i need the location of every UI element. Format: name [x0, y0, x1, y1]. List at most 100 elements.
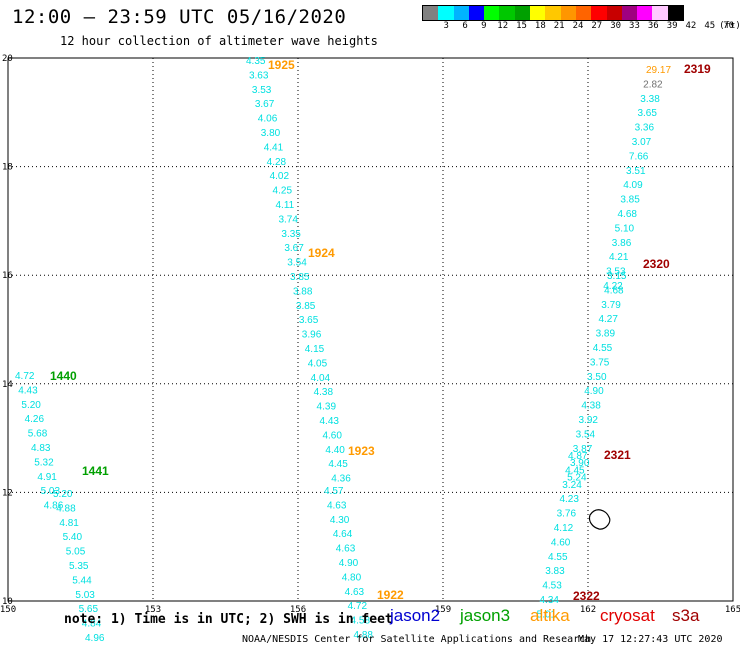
- wave-height-value: 4.55: [548, 552, 568, 563]
- color-scale-tick: 18: [534, 21, 546, 31]
- wave-height-value: 4.83: [31, 443, 51, 454]
- island-outline: [588, 509, 611, 530]
- color-swatch: [530, 6, 546, 20]
- color-scale-bar: [422, 5, 685, 21]
- wave-height-value: 3.36: [635, 123, 655, 134]
- wave-height-value: 3.65: [637, 108, 657, 119]
- wave-height-value: 5.68: [28, 429, 48, 440]
- page-title: 12:00 – 23:59 UTC 05/16/2020: [12, 6, 347, 28]
- wave-height-value: 4.63: [336, 544, 356, 555]
- color-scale-tick: 3: [443, 21, 449, 31]
- color-scale-tick: 70: [723, 21, 734, 31]
- wave-height-value: 3.53: [252, 85, 272, 96]
- wave-height-value: 4.63: [345, 587, 365, 598]
- wave-height-value: 3.86: [612, 238, 632, 249]
- wave-height-value: 5.01: [537, 609, 557, 620]
- wave-height-value: 3.85: [290, 272, 310, 283]
- pass-time-label: 1441: [82, 464, 109, 478]
- color-scale-tick: 6: [462, 21, 468, 31]
- wave-height-value: 4.57: [324, 486, 344, 497]
- footer-note: note: 1) Time is in UTC; 2) SWH is in fe…: [64, 612, 393, 627]
- color-scale-tick: 42: [685, 21, 697, 31]
- wave-height-value: 4.72: [15, 371, 35, 382]
- lat-tick-label: 14: [2, 380, 13, 390]
- pass-time-label: 2322: [573, 589, 600, 603]
- satellite-name-jason3: jason3: [460, 606, 511, 625]
- credit-line: NOAA/NESDIS Center for Satellite Applica…: [242, 634, 592, 645]
- wave-height-value: 3.87: [573, 444, 593, 455]
- wave-height-value: 4.88: [56, 503, 76, 514]
- lat-tick-label: 10: [2, 597, 13, 607]
- wave-height-value: 4.36: [331, 474, 351, 485]
- lon-tick-label: 150: [0, 605, 16, 615]
- wave-height-value: 5.32: [34, 457, 54, 468]
- wave-height-value: 4.91: [37, 472, 57, 483]
- wave-height-value: 4.80: [342, 572, 362, 583]
- wave-height-value: 29.17: [646, 65, 671, 76]
- wave-height-value: 3.85: [620, 195, 640, 206]
- wave-height-value: 3.54: [287, 258, 307, 269]
- wave-height-value: 3.07: [632, 137, 652, 148]
- color-swatch: [606, 6, 622, 20]
- wave-height-value: 4.88: [354, 630, 374, 641]
- wave-height-value: 5.40: [63, 532, 83, 543]
- wave-height-value: 5.20: [21, 400, 41, 411]
- color-swatch: [499, 6, 515, 20]
- wave-height-value: 4.60: [322, 430, 342, 441]
- satellite-name-cryosat: cryosat: [600, 606, 655, 625]
- wave-height-value: 3.96: [302, 330, 322, 341]
- wave-height-value: 4.02: [270, 171, 290, 182]
- color-swatch: [652, 6, 668, 20]
- color-scale-tick: 36: [647, 21, 659, 31]
- wave-height-value: 4.81: [59, 518, 79, 529]
- wave-height-value: 3.51: [626, 166, 646, 177]
- wave-height-value: 4.35: [246, 56, 266, 67]
- color-scale-tick: 15: [516, 21, 527, 31]
- wave-height-value: 3.65: [299, 315, 319, 326]
- grid-lines: [7, 57, 734, 602]
- color-scale-tick: 33: [629, 21, 640, 31]
- wave-height-value: 4.12: [554, 523, 574, 534]
- wave-height-value: 4.26: [25, 414, 45, 425]
- color-scale-tick: 21: [553, 21, 565, 31]
- wave-height-value: 4.15: [305, 344, 325, 355]
- pass-time-label: 1925: [268, 58, 295, 72]
- wave-height-value: 4.21: [609, 252, 629, 263]
- wave-height-value: 4.45: [328, 459, 348, 470]
- color-scale-tick: 39: [666, 21, 678, 31]
- color-swatch: [545, 6, 561, 20]
- wave-height-value: 4.45: [565, 465, 585, 476]
- wave-height-value: 3.24: [562, 480, 582, 491]
- wave-height-value: 4.30: [330, 515, 350, 526]
- wave-height-value: 5.05: [66, 547, 86, 558]
- wave-height-value: 4.64: [333, 529, 353, 540]
- lon-tick-label: 162: [580, 605, 596, 615]
- color-scale-tick: 45: [704, 21, 716, 31]
- pass-time-label: 1924: [308, 246, 335, 260]
- wave-height-value: 5.20: [53, 489, 73, 500]
- wave-height-value: 4.58: [351, 616, 371, 627]
- color-scale-tick: 30: [610, 21, 622, 31]
- color-scale-unit: (ft): [719, 21, 740, 31]
- wave-height-value: 3.80: [261, 128, 281, 139]
- wave-height-value: 3.63: [249, 70, 269, 81]
- wave-height-value: 3.74: [278, 214, 298, 225]
- lat-tick-label: 18: [2, 163, 13, 173]
- wave-height-value: 4.27: [598, 314, 618, 325]
- wave-height-value: 5.65: [79, 604, 99, 615]
- wave-height-value: 4.39: [317, 402, 337, 413]
- wave-height-value: 4.04: [311, 373, 331, 384]
- wave-height-value: 5.24: [567, 473, 587, 484]
- wave-height-value: 2.82: [643, 79, 663, 90]
- wave-height-value: 4.43: [320, 416, 340, 427]
- wave-height-value: 4.38: [581, 401, 601, 412]
- pass-time-label: 1922: [377, 588, 404, 602]
- wave-height-value: 3.15: [607, 271, 627, 282]
- axis-labels: 150 153 156 159 162 165 10 12 14 16 18 20: [0, 54, 740, 615]
- wave-height-value: 4.28: [267, 157, 287, 168]
- wave-height-value: 4.11: [276, 200, 295, 211]
- color-scale-ticks: 3 6 9 12 15 18 21 24 27 30 33 36 39 42 45 70 (ft): [422, 21, 740, 33]
- wave-height-value: 3.92: [579, 415, 599, 426]
- wave-height-value: 3.50: [587, 372, 607, 383]
- wave-height-value: 4.38: [314, 387, 334, 398]
